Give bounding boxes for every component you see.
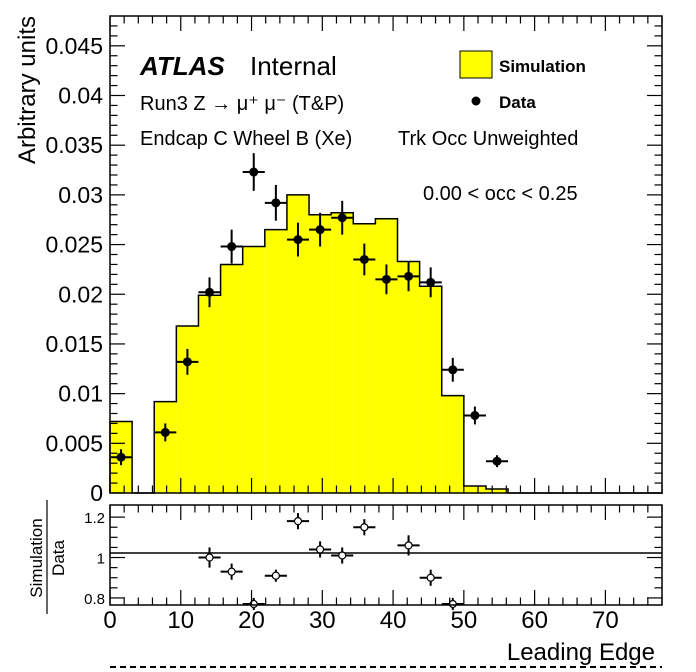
data-point <box>404 271 414 281</box>
simulation-bar <box>397 261 420 493</box>
simulation-bar <box>176 326 199 493</box>
data-point <box>271 198 281 208</box>
simulation-bar <box>463 486 486 493</box>
data-point <box>205 287 215 297</box>
simulation-bar <box>353 223 376 493</box>
legend-simulation-swatch <box>459 50 493 79</box>
ratio-points <box>198 513 464 611</box>
x-axis-title: Leading Edge <box>507 639 655 666</box>
ratio-point <box>315 545 325 554</box>
data-point <box>116 452 126 462</box>
ratio-point <box>360 523 369 532</box>
ratio-y-tick-label: 0.8 <box>84 591 105 608</box>
data-point <box>470 410 480 420</box>
simulation-bar <box>309 214 332 493</box>
ratio-y-tick-label: 1.2 <box>84 510 105 527</box>
simulation-bar <box>331 212 354 493</box>
data-points <box>110 153 509 468</box>
simulation-bar <box>286 194 310 493</box>
y-tick-label: 0.005 <box>45 430 103 456</box>
data-point <box>359 254 369 264</box>
x-tick-label: 20 <box>238 607 265 634</box>
x-tick-label: 0 <box>103 607 116 634</box>
ratio-panel: 0.8 1 1.2 0 10 20 30 40 50 60 70 Simulation Data L… <box>27 500 663 666</box>
data-point <box>492 456 502 466</box>
internal-label: Internal <box>250 51 337 81</box>
x-tick-label: 50 <box>450 607 477 634</box>
data-point <box>160 427 170 437</box>
legend: Simulation Data <box>459 50 586 112</box>
simulation-bar <box>242 246 265 493</box>
y-axis-title: Arbitrary units <box>14 16 41 164</box>
main-frame <box>109 15 663 494</box>
atlas-label: ATLAS <box>139 51 225 81</box>
region-label: Endcap C Wheel B (Xe) <box>140 128 352 150</box>
data-point <box>426 277 436 287</box>
mode-label: Trk Occ Unweighted <box>398 128 578 150</box>
simulation-bar <box>375 218 398 493</box>
ratio-point <box>404 541 413 550</box>
y-tick-label: 0.01 <box>58 381 103 407</box>
x-tick-label: 10 <box>167 607 194 634</box>
ratio-point <box>205 553 214 562</box>
legend-data-label: Data <box>499 93 536 112</box>
ratio-point <box>338 551 347 560</box>
data-point <box>293 235 303 245</box>
ratio-point <box>227 567 236 576</box>
process-label: Run3 Z → μ⁺ μ⁻ (T&P) <box>140 93 344 115</box>
simulation-bar <box>198 295 221 493</box>
main-panel: 0 0.005 0.01 0.015 0.02 0.025 0.03 0.035 0.04 0.0… <box>14 15 663 506</box>
data-point <box>182 357 192 367</box>
simulation-bar <box>485 489 509 493</box>
simulation-bar <box>441 395 464 493</box>
y-tick-label: 0.02 <box>58 281 103 307</box>
y-tick-label: 0.045 <box>45 33 103 59</box>
ratio-axis-ticks: 0.8 1 1.2 0 10 20 30 40 50 60 70 <box>84 505 663 634</box>
data-point <box>337 213 347 223</box>
y-tick-label: 0 <box>90 480 103 506</box>
ratio-point <box>426 573 435 582</box>
main-axis-ticks: 0 0.005 0.01 0.015 0.02 0.025 0.03 0.035 0.04 0.0… <box>45 16 663 506</box>
simulation-bar <box>220 264 243 493</box>
data-point <box>227 242 237 252</box>
x-tick-label: 40 <box>380 607 407 634</box>
y-tick-label: 0.04 <box>58 83 103 109</box>
y-tick-label: 0.015 <box>45 331 103 357</box>
y-tick-label: 0.03 <box>58 182 103 208</box>
simulation-bar <box>419 286 442 493</box>
simulation-bar <box>154 401 177 493</box>
x-tick-label: 30 <box>309 607 336 634</box>
y-tick-label: 0.025 <box>45 232 103 258</box>
simulation-outline <box>109 194 663 494</box>
ratio-y-title: Simulation Data <box>27 500 68 614</box>
cut-label: 0.00 < occ < 0.25 <box>423 183 578 205</box>
ratio-point <box>271 571 280 580</box>
data-point <box>315 225 325 235</box>
x-tick-label: 60 <box>521 607 548 634</box>
simulation-histogram <box>109 194 663 494</box>
ratio-y-numerator: Simulation <box>27 518 46 597</box>
x-tick-label: 70 <box>592 607 619 634</box>
ratio-y-tick-label: 1 <box>97 551 105 568</box>
ratio-point <box>293 517 303 526</box>
y-tick-label: 0.035 <box>45 132 103 158</box>
ratio-frame <box>109 504 663 606</box>
ratio-y-denominator: Data <box>49 540 68 576</box>
data-point <box>381 274 391 284</box>
simulation-bar <box>264 229 287 493</box>
legend-simulation-label: Simulation <box>499 57 586 76</box>
data-point <box>249 167 259 177</box>
legend-data-marker <box>471 96 481 106</box>
data-point <box>448 365 458 375</box>
